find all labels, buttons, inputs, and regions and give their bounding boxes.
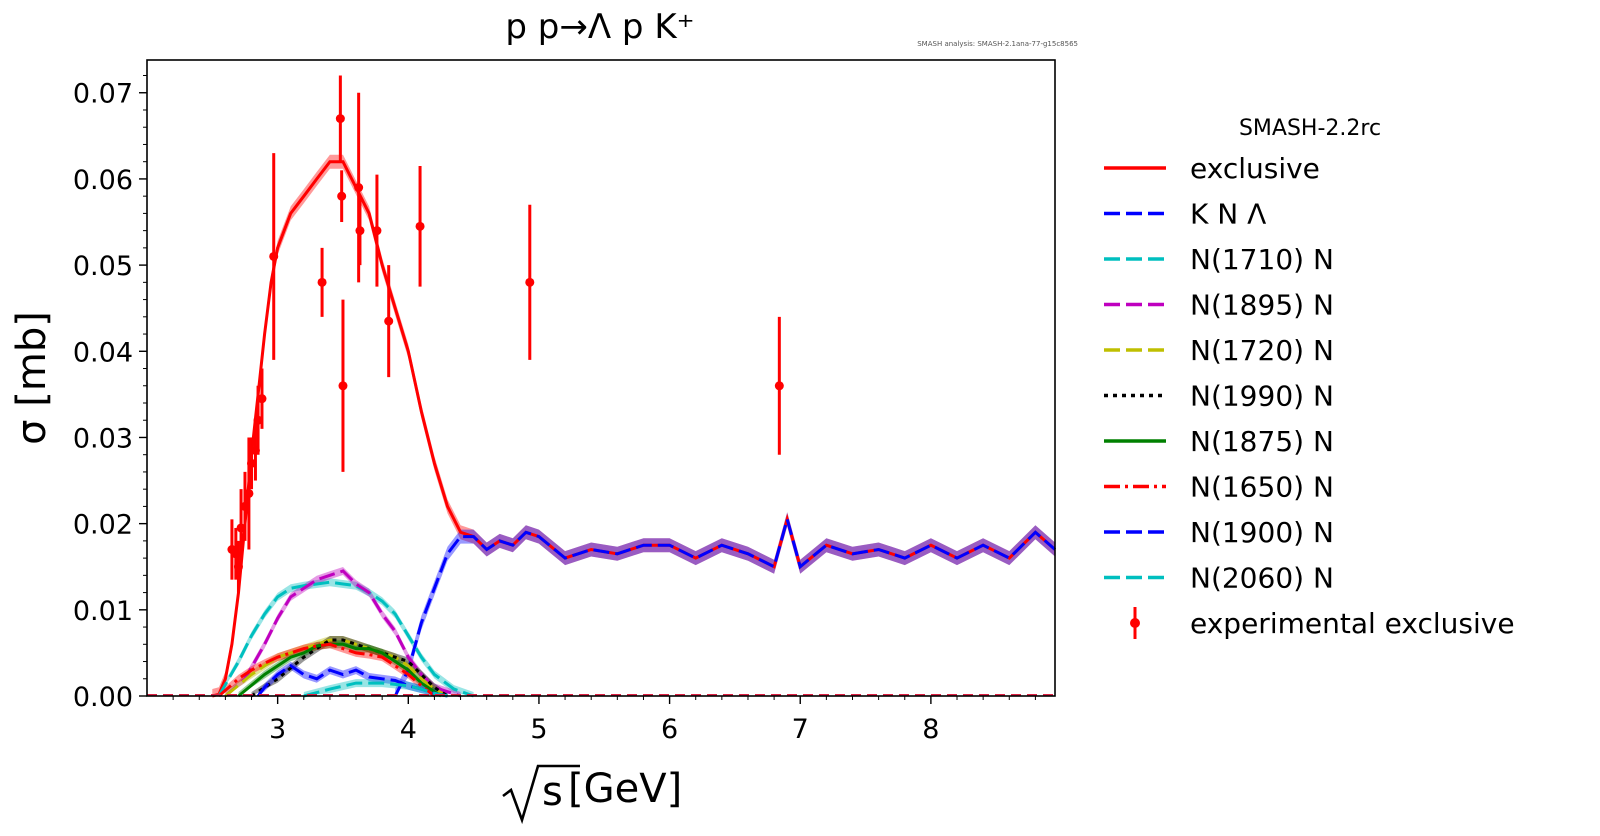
- x-axis-label: s [GeV]: [502, 764, 682, 825]
- data-point-9: [257, 394, 267, 404]
- y-tick-label-2: 0.02: [73, 510, 133, 541]
- legend-label-10: experimental exclusive: [1190, 607, 1515, 640]
- band-9: [303, 679, 448, 696]
- legend-title: SMASH-2.2rc: [1239, 116, 1381, 141]
- series-line-3: [224, 569, 462, 698]
- data-point-21: [774, 381, 784, 391]
- data-point-10: [269, 251, 279, 261]
- legend-label-4: N(1720) N: [1190, 334, 1334, 367]
- data-point-18: [384, 316, 394, 326]
- series-line-0: [211, 160, 1056, 698]
- data-point-12: [335, 114, 345, 124]
- y-axis: 0.00 0.01 0.02 0.03 0.04 0.05 0.06 0.07: [73, 75, 147, 713]
- series-line-9: [303, 681, 448, 698]
- x-axis: 3 4 5 6 7 8: [172, 696, 1036, 745]
- data-point-3: [236, 523, 246, 533]
- band-1: [395, 512, 1055, 696]
- series-lines: [147, 160, 1056, 698]
- x-axis-label-radicand: s: [542, 769, 563, 815]
- plot-frame: [146, 59, 1056, 697]
- y-axis-label: σ [mb]: [9, 311, 55, 445]
- series-line-7: [217, 642, 436, 698]
- data-point-15: [354, 183, 364, 193]
- x-tick-label-4: 7: [792, 714, 809, 745]
- x-axis-label-unit: [GeV]: [568, 766, 682, 812]
- x-tick-label-5: 8: [922, 714, 939, 745]
- y-tick-label-1: 0.01: [73, 596, 133, 627]
- y-tick-label-6: 0.06: [73, 165, 133, 196]
- band-7: [218, 640, 435, 696]
- y-tick-label-0: 0.00: [73, 682, 133, 713]
- data-point-13: [337, 191, 347, 201]
- legend-label-2: N(1710) N: [1190, 243, 1334, 276]
- band-6: [238, 640, 441, 696]
- data-point-20: [525, 277, 535, 287]
- series-line-2: [217, 580, 475, 698]
- uncertainty-bands: [212, 154, 1056, 696]
- x-tick-label-1: 4: [400, 714, 417, 745]
- chart-watermark: SMASH analysis: SMASH-2.1ana-77-g15c8565: [917, 40, 1078, 48]
- y-tick-label-4: 0.04: [73, 337, 133, 368]
- legend-label-5: N(1990) N: [1190, 380, 1334, 413]
- data-point-8: [253, 415, 263, 425]
- data-point-17: [372, 226, 382, 236]
- data-point-6: [247, 458, 257, 468]
- data-point-19: [415, 221, 425, 231]
- series-line-1: [393, 513, 1056, 697]
- legend-label-0: exclusive: [1190, 152, 1320, 185]
- legend-label-7: N(1650) N: [1190, 471, 1334, 504]
- legend-label-8: N(1900) N: [1190, 516, 1334, 549]
- x-tick-label-2: 5: [530, 714, 547, 745]
- data-point-4: [240, 501, 250, 511]
- sqrt-symbol: [502, 764, 580, 825]
- legend-label-1: K N Λ: [1190, 198, 1266, 231]
- experimental-points: [227, 75, 784, 593]
- x-tick-label-0: 3: [269, 714, 286, 745]
- legend: SMASH-2.2rc exclusive K N Λ N(1710) N N(189…: [1104, 116, 1515, 640]
- data-point-5: [244, 488, 254, 498]
- y-tick-label-3: 0.03: [73, 423, 133, 454]
- data-point-11: [317, 277, 327, 287]
- chart-title: p p→Λ p K⁺: [505, 7, 694, 47]
- legend-label-6: N(1875) N: [1190, 425, 1334, 458]
- data-point-16: [355, 226, 365, 236]
- legend-label-9: N(2060) N: [1190, 562, 1334, 595]
- series-line-6: [237, 642, 442, 698]
- data-point-14: [338, 381, 348, 391]
- band-0: [212, 154, 1056, 696]
- x-tick-label-3: 6: [661, 714, 678, 745]
- legend-label-3: N(1895) N: [1190, 289, 1334, 322]
- y-tick-label-5: 0.05: [73, 251, 133, 282]
- y-tick-label-7: 0.07: [73, 79, 133, 110]
- legend-marker-10: [1130, 618, 1140, 628]
